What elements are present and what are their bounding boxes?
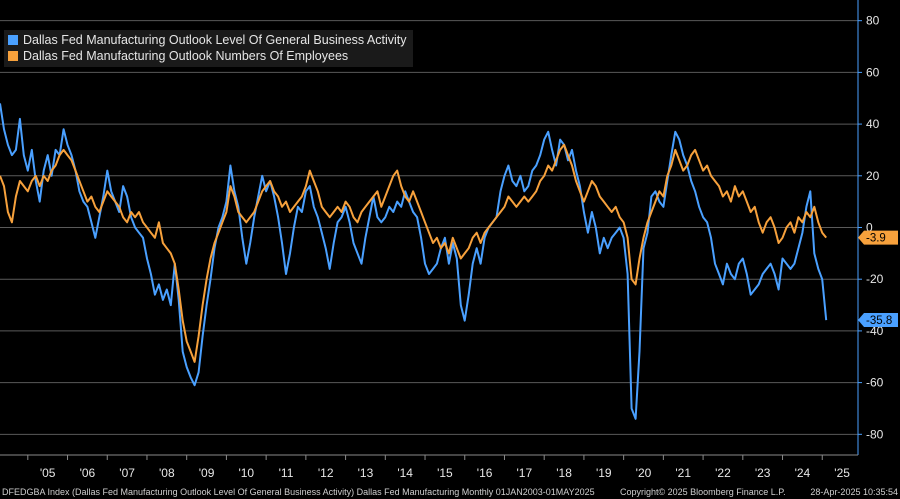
x-tick-label-23: '23	[755, 466, 771, 480]
x-tick-label-05: '05	[40, 466, 56, 480]
x-tick-label-08: '08	[159, 466, 175, 480]
x-tick-label-12: '12	[318, 466, 334, 480]
series-layer	[0, 103, 828, 420]
y-tick-label-40: 40	[866, 117, 880, 131]
x-tick-label-11: '11	[279, 466, 294, 480]
legend-label-business-activity: Dallas Fed Manufacturing Outlook Level O…	[23, 33, 407, 47]
x-tick-label-15: '15	[437, 466, 453, 480]
last-value-label-employees: -3.9	[866, 233, 886, 245]
last-value-label-business-activity: -35.8	[866, 315, 892, 327]
x-tick-label-22: '22	[715, 466, 731, 480]
x-tick-label-06: '06	[80, 466, 96, 480]
x-tick-label-07: '07	[119, 466, 135, 480]
y-tick-label--80: -80	[866, 427, 884, 441]
x-tick-label-17: '17	[517, 466, 533, 480]
y-axis: 80 60 40 20 0 -20 -40 -60 -80	[858, 14, 884, 441]
legend-item-employees: Dallas Fed Manufacturing Outlook Numbers…	[8, 48, 407, 64]
x-tick-label-20: '20	[636, 466, 652, 480]
gridlines	[0, 20, 858, 435]
footer: DFEDGBA Index (Dallas Fed Manufacturing …	[0, 486, 900, 499]
y-tick-label-60: 60	[866, 65, 880, 79]
legend-swatch-business-activity	[8, 35, 18, 45]
y-tick-label-80: 80	[866, 14, 880, 28]
x-tick-label-19: '19	[596, 466, 612, 480]
x-tick-label-24: '24	[795, 466, 811, 480]
legend-swatch-employees	[8, 51, 18, 61]
footer-copyright: Copyright© 2025 Bloomberg Finance L.P.	[620, 487, 786, 497]
x-tick-label-21: '21	[675, 466, 691, 480]
y-tick-label--40: -40	[866, 324, 884, 338]
y-tick-label--60: -60	[866, 376, 884, 390]
x-tick-label-14: '14	[397, 466, 413, 480]
x-axis: '05 '06 '07 '08 '09 '10 '11 '12 '13 '14 '15 '16 '17 '…	[27, 455, 850, 480]
y-tick-label-0: 0	[866, 221, 873, 235]
y-tick-label--20: -20	[866, 272, 884, 286]
last-value-box-business-activity	[858, 313, 898, 328]
x-tick-label-16: '16	[477, 466, 493, 480]
x-tick-label-13: '13	[358, 466, 374, 480]
last-value-tag-business-activity: -35.8	[858, 313, 898, 328]
x-tick-label-10: '10	[238, 466, 254, 480]
footer-source: DFEDGBA Index (Dallas Fed Manufacturing …	[2, 487, 595, 497]
legend: Dallas Fed Manufacturing Outlook Level O…	[4, 30, 413, 67]
last-value-tag-employees: -3.9	[858, 230, 898, 245]
last-value-box-employees	[858, 230, 898, 245]
x-tick-label-25: '25	[834, 466, 850, 480]
x-tick-label-18: '18	[556, 466, 572, 480]
series-line-employees	[0, 143, 827, 363]
legend-label-employees: Dallas Fed Manufacturing Outlook Numbers…	[23, 49, 349, 63]
legend-item-business-activity: Dallas Fed Manufacturing Outlook Level O…	[8, 32, 407, 48]
last-value-labels: -35.8 -3.9	[858, 230, 898, 328]
y-tick-label-20: 20	[866, 169, 880, 183]
x-tick-label-09: '09	[199, 466, 215, 480]
series-line-business-activity	[0, 103, 828, 420]
footer-timestamp: 28-Apr-2025 10:35:54	[810, 487, 898, 497]
